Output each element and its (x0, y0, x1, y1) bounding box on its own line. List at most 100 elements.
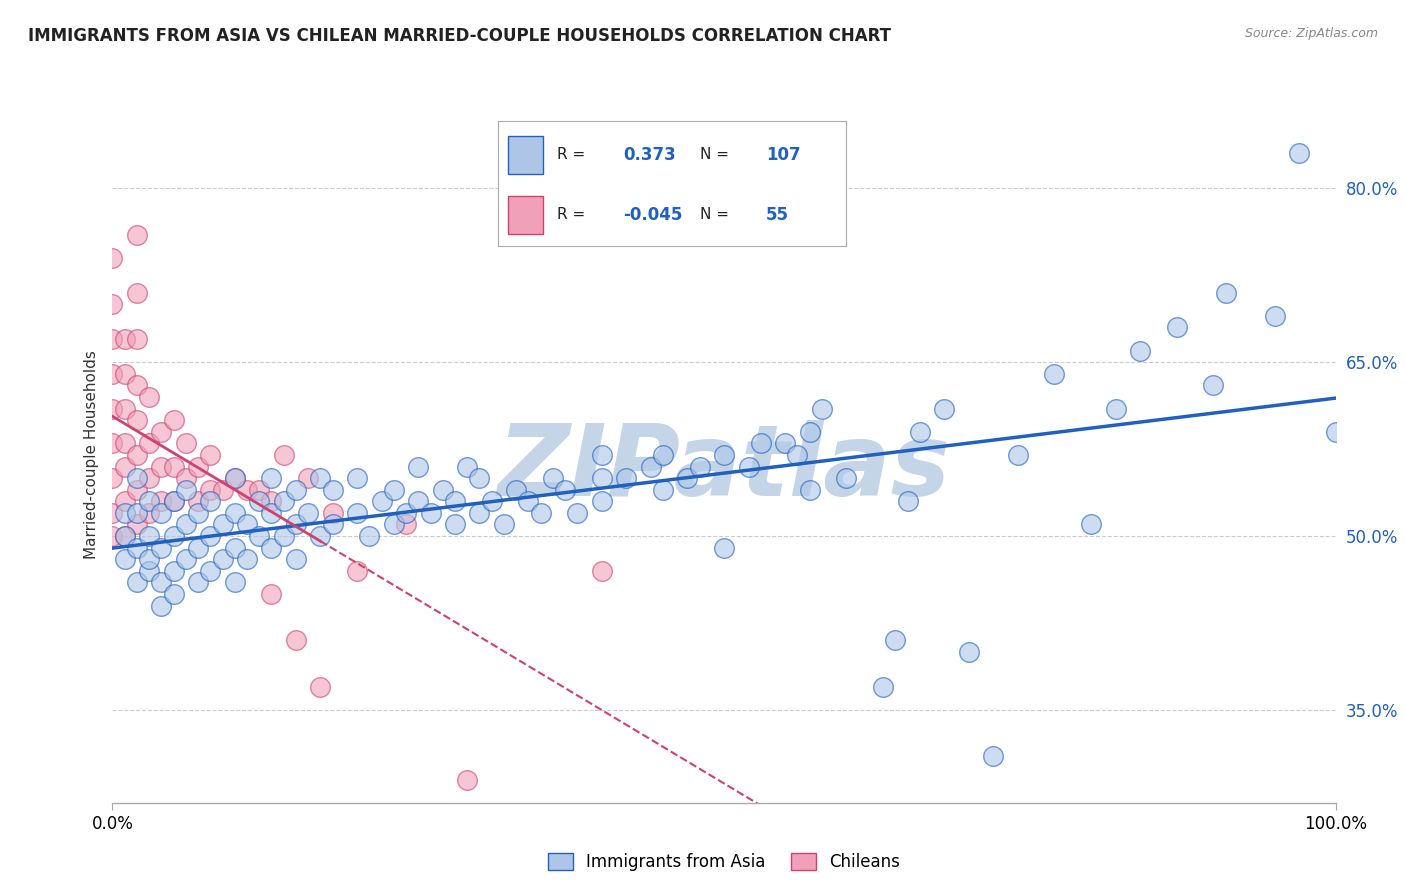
Point (174, 483, 197, 497)
Point (174, 517, 197, 532)
Point (125, 575, 148, 590)
Point (432, 483, 454, 497)
Point (541, 471, 564, 485)
Point (114, 332, 136, 346)
Point (370, 494, 392, 508)
Point (835, 471, 858, 485)
Point (492, 517, 515, 532)
Point (591, 494, 613, 508)
Point (163, 587, 186, 601)
Point (163, 459, 186, 474)
Point (125, 506, 148, 520)
Point (1166, 320, 1188, 334)
Point (125, 448, 148, 462)
Point (1215, 285, 1237, 300)
Point (468, 471, 491, 485)
Point (346, 506, 368, 520)
Point (200, 564, 222, 578)
Point (309, 471, 332, 485)
Point (187, 541, 209, 555)
Point (163, 564, 186, 578)
Point (737, 459, 759, 474)
Point (382, 517, 405, 532)
Point (163, 413, 186, 427)
Point (101, 367, 124, 381)
Point (247, 483, 270, 497)
Point (1080, 517, 1102, 532)
Point (614, 471, 637, 485)
Point (444, 517, 467, 532)
Point (224, 471, 246, 485)
Point (224, 506, 246, 520)
Point (211, 483, 233, 497)
Point (200, 448, 222, 462)
Point (101, 401, 124, 416)
Point (125, 413, 148, 427)
Point (187, 459, 209, 474)
Point (652, 448, 675, 462)
Point (297, 506, 319, 520)
Point (224, 471, 246, 485)
Point (676, 471, 699, 485)
Point (799, 425, 821, 439)
Point (224, 541, 246, 555)
Point (260, 541, 283, 555)
Point (150, 425, 173, 439)
Text: ZIPatlas: ZIPatlas (498, 420, 950, 517)
Point (150, 459, 173, 474)
Point (125, 517, 148, 532)
Point (125, 483, 148, 497)
Point (884, 633, 907, 648)
Point (200, 494, 222, 508)
Point (101, 529, 124, 543)
Point (163, 494, 186, 508)
Point (591, 448, 613, 462)
Point (247, 494, 270, 508)
Point (273, 448, 295, 462)
Point (114, 401, 136, 416)
Point (101, 471, 124, 485)
Point (187, 494, 209, 508)
Point (749, 436, 772, 450)
Point (640, 459, 662, 474)
Point (101, 251, 124, 265)
Point (114, 506, 136, 520)
Point (775, 436, 797, 450)
Point (138, 529, 160, 543)
Point (101, 297, 124, 311)
Point (517, 494, 540, 508)
Point (138, 506, 160, 520)
Point (872, 680, 894, 694)
Point (554, 483, 576, 497)
Point (273, 529, 295, 543)
Point (322, 517, 344, 532)
Point (957, 645, 980, 659)
Point (284, 633, 308, 648)
Point (125, 227, 148, 242)
Point (236, 552, 259, 566)
Point (236, 517, 259, 532)
Point (236, 483, 259, 497)
Point (260, 587, 283, 601)
Point (799, 483, 821, 497)
Point (138, 552, 160, 566)
Point (150, 506, 173, 520)
Point (174, 552, 197, 566)
Point (138, 390, 160, 404)
Point (322, 506, 344, 520)
Point (211, 517, 233, 532)
Point (1007, 448, 1029, 462)
Point (322, 483, 344, 497)
Point (138, 564, 160, 578)
Point (359, 529, 381, 543)
Point (211, 552, 233, 566)
Point (346, 471, 368, 485)
Point (309, 529, 332, 543)
Point (114, 529, 136, 543)
Point (101, 506, 124, 520)
Point (591, 564, 613, 578)
Text: IMMIGRANTS FROM ASIA VS CHILEAN MARRIED-COUPLE HOUSEHOLDS CORRELATION CHART: IMMIGRANTS FROM ASIA VS CHILEAN MARRIED-… (28, 27, 891, 45)
Point (125, 378, 148, 392)
Point (309, 680, 332, 694)
Point (224, 575, 246, 590)
